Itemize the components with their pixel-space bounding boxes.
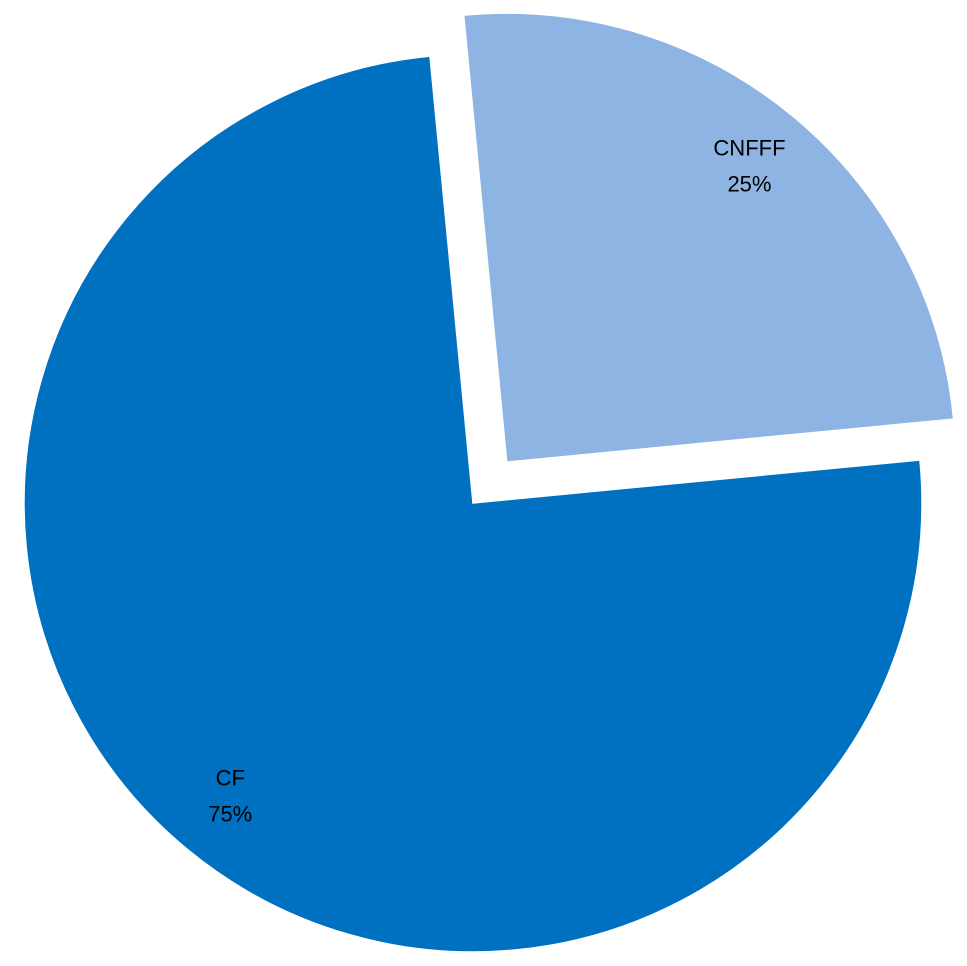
slice-label: CF — [216, 765, 245, 790]
slice-value-label: 25% — [727, 171, 771, 196]
slice-label: CNFFF — [713, 135, 785, 160]
pie-slice — [23, 55, 923, 953]
pie-slice — [462, 12, 955, 463]
slice-value-label: 75% — [208, 801, 252, 826]
